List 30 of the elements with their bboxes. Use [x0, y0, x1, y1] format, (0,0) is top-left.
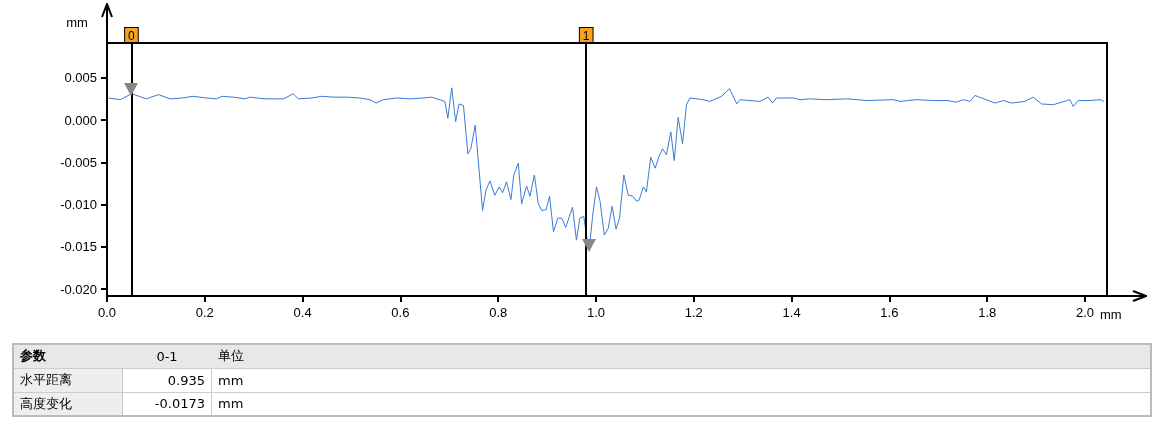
x-tick-label: 0.0: [97, 305, 117, 320]
y-tick-label: -0.015: [60, 239, 97, 255]
x-tick-label: 0.4: [293, 305, 312, 320]
text: 水平距离: [13, 368, 123, 392]
x-tick-label: 1.2: [684, 305, 703, 320]
y-tick-label: -0.020: [60, 281, 97, 297]
y-tick-label: -0.010: [60, 197, 97, 213]
y-tick-label: 0.000: [64, 112, 97, 128]
text: 高度变化: [13, 392, 123, 416]
ref-line-label: 0: [128, 29, 136, 43]
text: 0.935: [122, 368, 212, 392]
text: mm: [211, 368, 1151, 392]
text: -0.0173: [122, 392, 212, 416]
y-tick-label: -0.005: [60, 154, 97, 170]
x-tick-label: 0.8: [489, 305, 508, 320]
y-axis-title: mm: [66, 15, 88, 30]
x-tick-label: 2.0: [1075, 305, 1095, 320]
x-tick-label: 1.4: [782, 305, 801, 320]
text: 参数: [13, 344, 123, 368]
x-tick-label: 0.6: [391, 305, 410, 320]
text: 0-1: [122, 344, 212, 368]
text: mm: [211, 392, 1151, 416]
ref-line-label: 1: [582, 29, 590, 43]
y-tick-label: 0.005: [64, 70, 97, 86]
x-tick-label: 1.6: [880, 305, 899, 320]
x-axis-title: mm: [1099, 307, 1122, 322]
text: 单位: [211, 344, 1151, 368]
x-tick-label: 0.2: [195, 305, 214, 320]
x-tick-label: 1.8: [978, 305, 997, 320]
x-tick-label: 1.0: [586, 305, 606, 320]
